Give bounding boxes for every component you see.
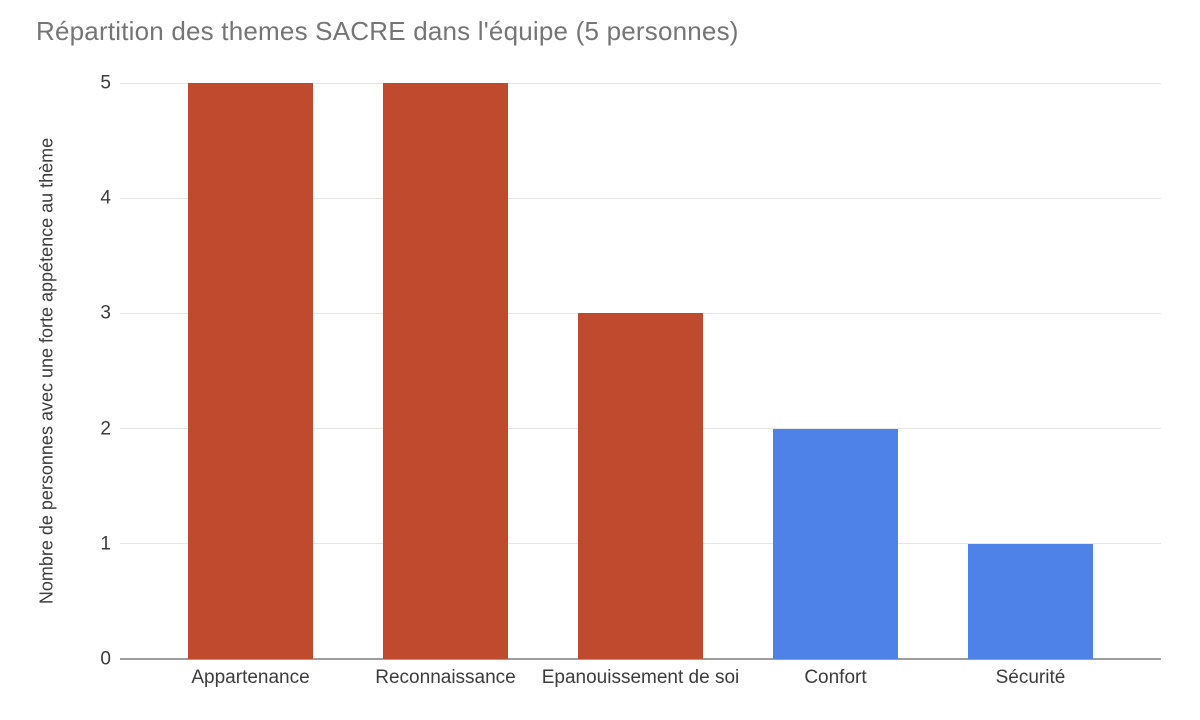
- x-category-label: Confort: [804, 667, 867, 688]
- y-tick-label: 2: [100, 418, 111, 440]
- gridline: [120, 82, 1161, 84]
- chart-title: Répartition des themes SACRE dans l'équi…: [36, 16, 739, 46]
- y-tick-label: 5: [100, 72, 111, 94]
- y-tick-label: 0: [100, 648, 111, 670]
- gridline: [120, 197, 1161, 199]
- y-tick-label: 3: [100, 302, 111, 324]
- bar: [967, 543, 1093, 659]
- bar: [773, 428, 898, 659]
- y-axis-ticks: 0 1 2 3 4 5: [0, 74, 111, 669]
- bar: [383, 83, 508, 659]
- x-category-label: Reconnaissance: [375, 667, 516, 688]
- y-tick-label: 1: [100, 533, 111, 555]
- plot-area: [120, 82, 1161, 660]
- x-category-label: Appartenance: [191, 667, 310, 688]
- x-category-label: Sécurité: [995, 667, 1066, 688]
- y-tick-label: 4: [100, 187, 111, 209]
- x-category-label: Epanouissement de soi: [541, 667, 740, 688]
- bar: [578, 313, 703, 659]
- gridline: [120, 312, 1161, 314]
- bar: [188, 83, 313, 659]
- x-axis-line: [120, 658, 1161, 660]
- x-axis-labels: Appartenance Reconnaissance Epanouissement…: [120, 667, 1161, 693]
